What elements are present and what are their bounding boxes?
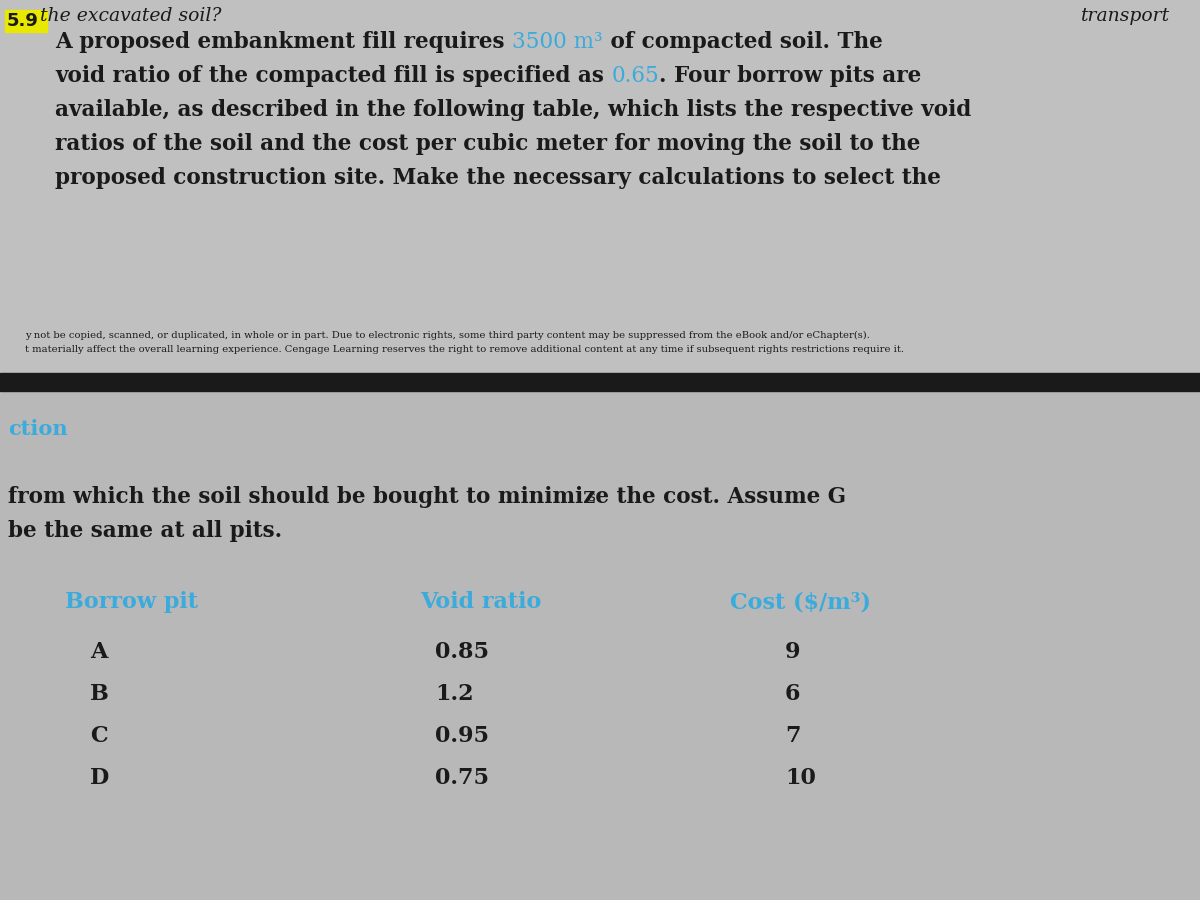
Text: B: B [90,683,109,705]
Text: A: A [90,641,107,663]
Text: 3500 m³: 3500 m³ [512,31,602,53]
Text: proposed construction site. Make the necessary calculations to select the: proposed construction site. Make the nec… [55,167,941,189]
Text: Cost ($/m³): Cost ($/m³) [730,591,871,613]
Text: ratios of the soil and the cost per cubic meter for moving the soil to the: ratios of the soil and the cost per cubi… [55,133,920,155]
Text: t materially affect the overall learning experience. Cengage Learning reserves t: t materially affect the overall learning… [25,345,904,354]
Text: 0.85: 0.85 [436,641,490,663]
Text: transport: transport [1081,7,1170,25]
Text: from which the soil should be bought to minimize the cost. Assume G: from which the soil should be bought to … [8,486,846,508]
Text: Void ratio: Void ratio [420,591,541,613]
Bar [0,391,1200,900]
Bar [5,10,47,32]
Text: 6: 6 [785,683,800,705]
Text: available, as described in the following table, which lists the respective void: available, as described in the following… [55,99,971,121]
Text: 0.65: 0.65 [611,65,659,87]
Text: C: C [90,725,108,747]
Text: 7: 7 [785,725,800,747]
Text: of compacted soil. The: of compacted soil. The [602,31,882,53]
Text: A proposed embankment fill requires: A proposed embankment fill requires [55,31,512,53]
Text: Borrow pit: Borrow pit [65,591,198,613]
Text: ction: ction [8,419,67,439]
Text: 0.95: 0.95 [436,725,490,747]
Text: 10: 10 [785,767,816,789]
Bar [0,0,1200,373]
Text: 5.9: 5.9 [7,12,38,30]
Text: be the same at all pits.: be the same at all pits. [8,520,282,542]
Text: the excavated soil?: the excavated soil? [40,7,221,25]
Text: 9: 9 [785,641,800,663]
Text: y not be copied, scanned, or duplicated, in whole or in part. Due to electronic : y not be copied, scanned, or duplicated,… [25,331,870,340]
Text: 1.2: 1.2 [436,683,474,705]
Text: 0.75: 0.75 [436,767,490,789]
Bar [0,373,1200,391]
Text: . Four borrow pits are: . Four borrow pits are [659,65,922,87]
Text: void ratio of the compacted fill is specified as: void ratio of the compacted fill is spec… [55,65,611,87]
Text: D: D [90,767,109,789]
Text: s: s [588,490,595,504]
